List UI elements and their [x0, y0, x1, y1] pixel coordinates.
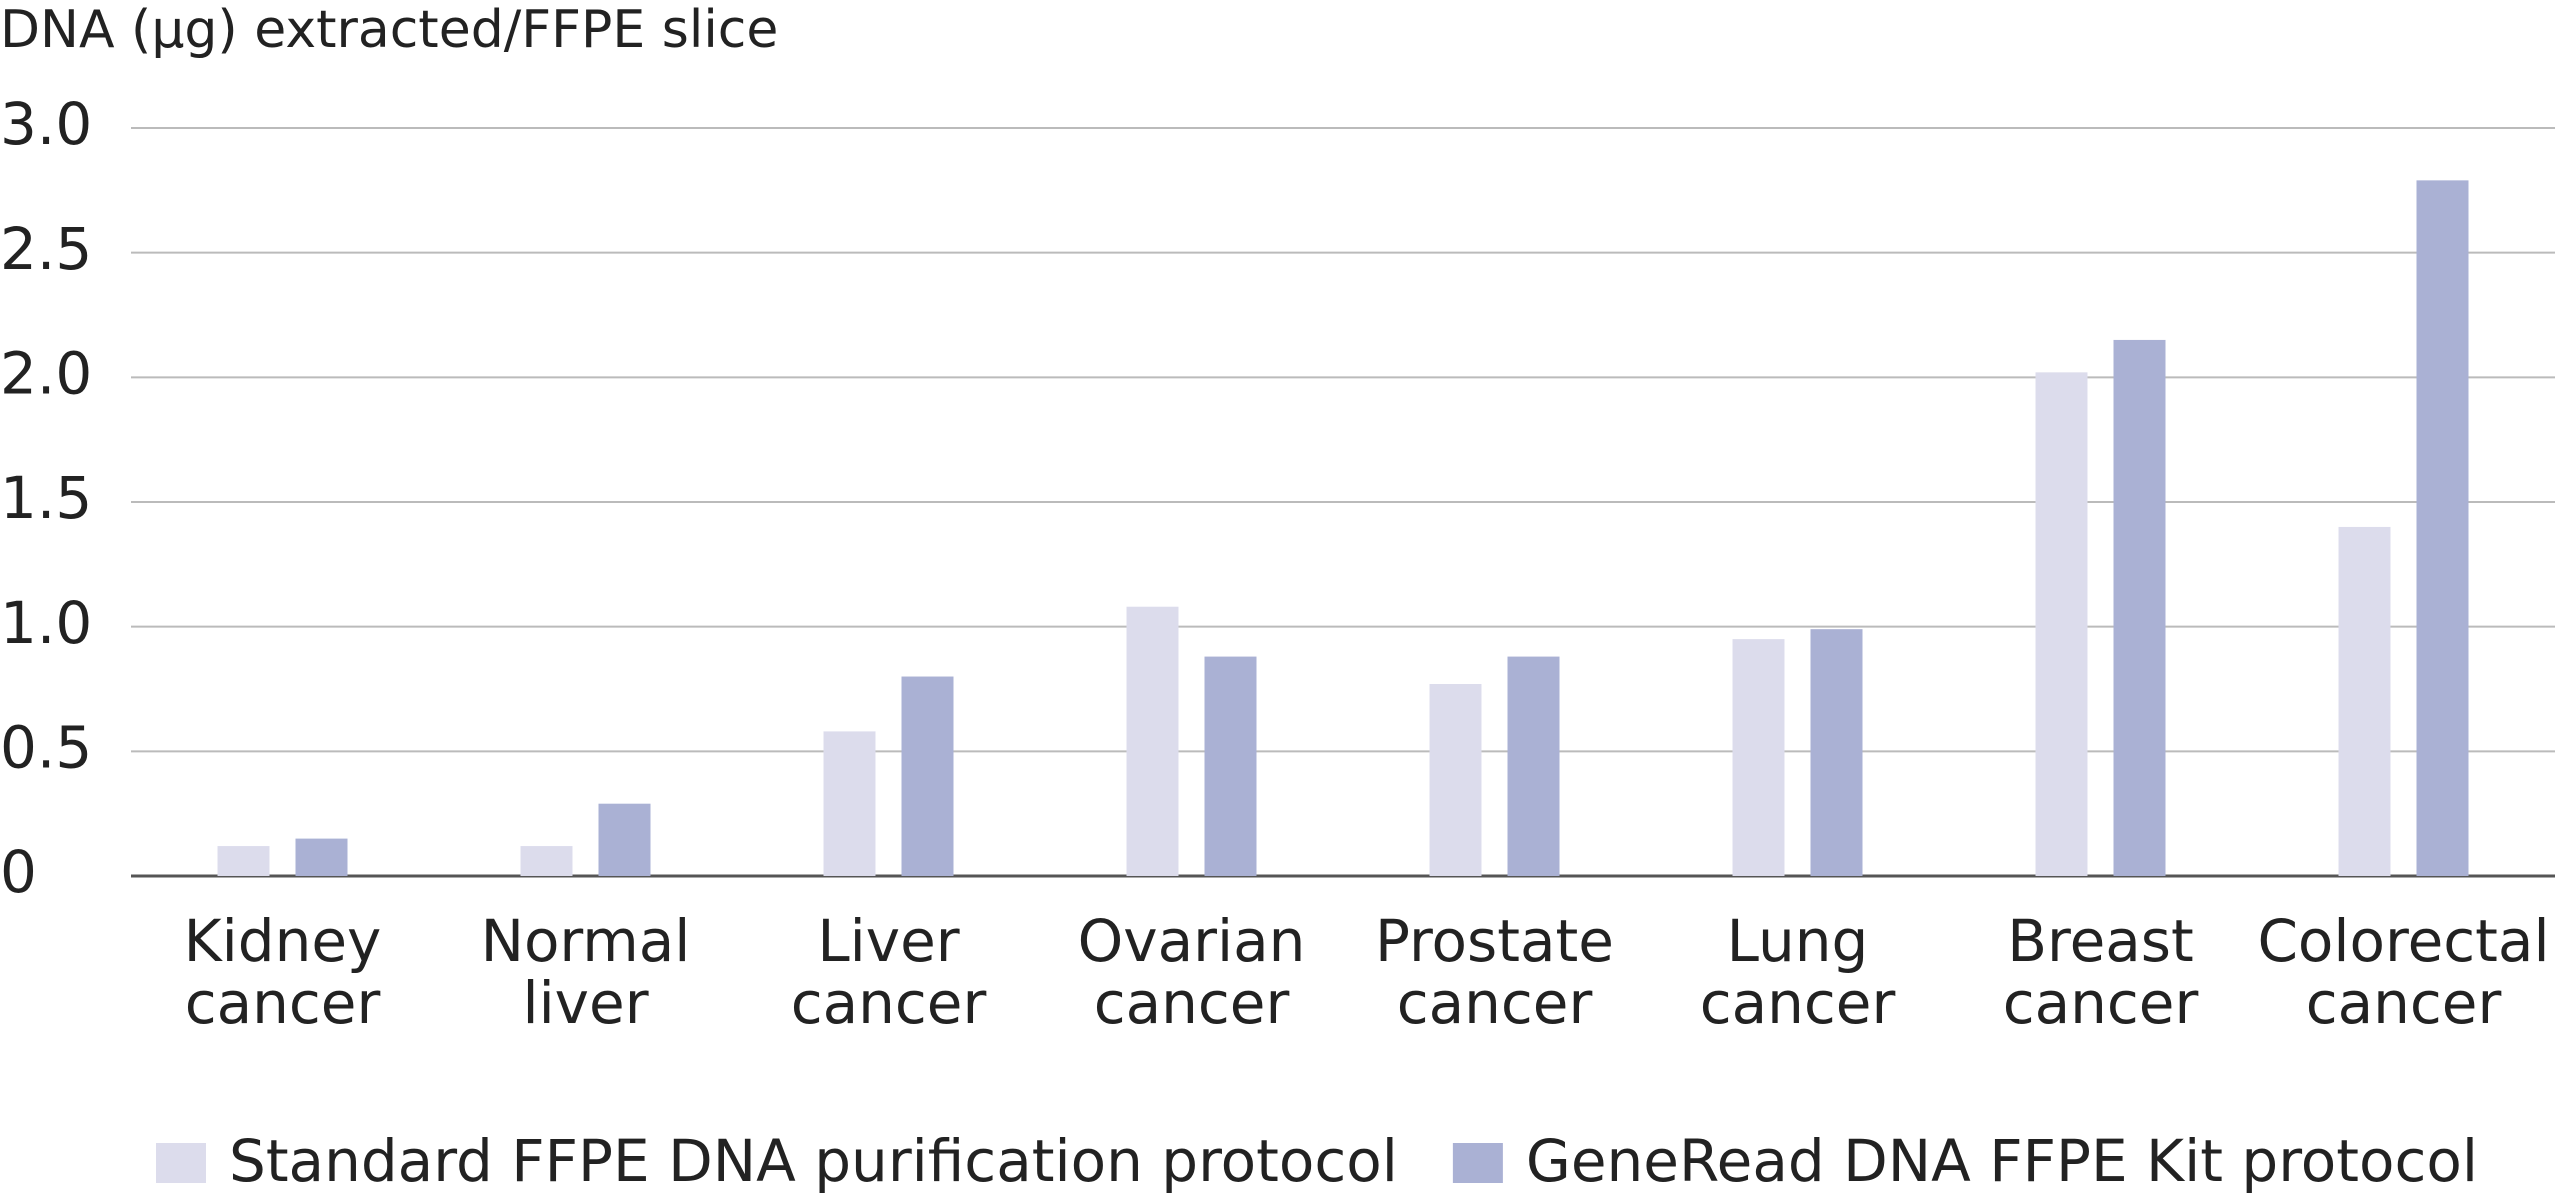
legend-label: Standard FFPE DNA purification protocol [229, 1127, 1398, 1195]
bar [2338, 526, 2391, 876]
legend-label: GeneRead DNA FFPE Kit protocol [1526, 1127, 2478, 1195]
bar [2113, 339, 2166, 876]
bar [1126, 606, 1179, 876]
x-tick-label: cancer [791, 969, 987, 1037]
bar [520, 846, 573, 876]
x-tick-label: cancer [1094, 969, 1290, 1037]
bar [598, 803, 651, 876]
x-tick-label: Kidney [184, 907, 382, 975]
y-tick-label: 1.0 [0, 589, 92, 657]
bar [1507, 656, 1560, 876]
x-tick-label: Breast [2007, 907, 2194, 975]
x-tick-label: cancer [2306, 969, 2502, 1037]
bar [1429, 684, 1482, 876]
x-tick-label: liver [522, 969, 648, 1037]
bar [295, 838, 348, 876]
y-tick-label: 0.5 [0, 713, 92, 781]
y-tick-label: 2.5 [0, 215, 92, 283]
x-tick-label: cancer [185, 969, 381, 1037]
x-tick-label: Lung [1727, 907, 1869, 975]
y-tick-label: 1.5 [0, 464, 92, 532]
x-tick-label: Normal [481, 907, 691, 975]
bar [1810, 629, 1863, 876]
x-tick-label: cancer [1700, 969, 1896, 1037]
y-tick-label: 3.0 [0, 90, 92, 158]
legend-swatch [156, 1143, 206, 1183]
x-tick-label: Liver [817, 907, 959, 975]
bar [2035, 372, 2088, 876]
y-axis-label: DNA (µg) extracted/FFPE slice [0, 0, 778, 60]
x-tick-label: Ovarian [1078, 907, 1306, 975]
x-tick-label: cancer [1397, 969, 1593, 1037]
legend-swatch [1452, 1143, 1503, 1183]
bar [1732, 639, 1785, 876]
bar [2416, 180, 2469, 877]
x-tick-label: Prostate [1375, 907, 1614, 975]
x-tick-label: cancer [2003, 969, 2199, 1037]
y-tick-label: 0 [0, 838, 37, 906]
bar [823, 731, 876, 876]
bar [901, 676, 954, 876]
bar [217, 846, 270, 876]
x-tick-label: Colorectal [2257, 907, 2549, 975]
bar [1204, 656, 1257, 876]
y-tick-label: 2.0 [0, 339, 92, 407]
